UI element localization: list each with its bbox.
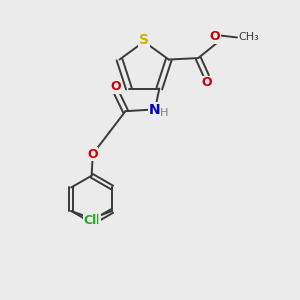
Text: O: O [210,30,220,44]
Text: H: H [160,108,168,118]
Text: O: O [87,148,98,161]
Text: S: S [139,33,149,47]
Text: N: N [149,103,161,117]
Text: O: O [202,76,212,89]
Text: CH₃: CH₃ [238,32,259,43]
Text: O: O [111,80,122,93]
Text: Cl: Cl [87,214,100,227]
Text: Cl: Cl [83,214,97,227]
